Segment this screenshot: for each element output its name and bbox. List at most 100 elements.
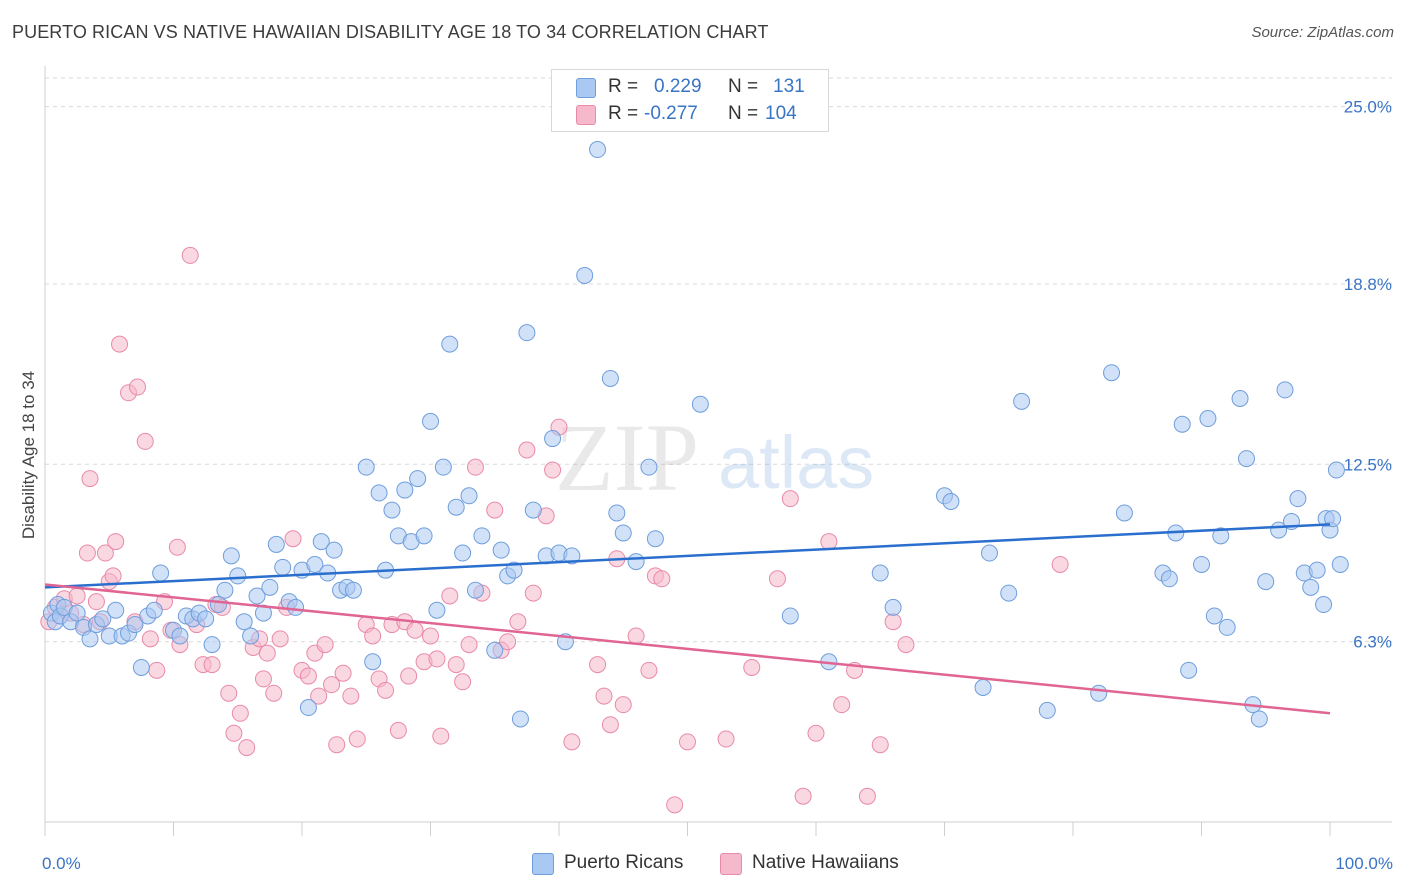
data-point-native-hawaiians <box>466 458 484 476</box>
data-point-puerto-ricans <box>608 504 626 522</box>
data-point-puerto-ricans <box>781 607 799 625</box>
data-point-puerto-ricans <box>1257 573 1275 591</box>
data-point-puerto-ricans <box>254 604 272 622</box>
y-tick-label: 12.5% <box>1344 455 1392 474</box>
data-point-puerto-ricans <box>1327 461 1345 479</box>
legend-swatch-pink <box>576 105 596 125</box>
data-point-native-hawaiians <box>225 724 243 742</box>
data-point-puerto-ricans <box>126 616 144 634</box>
legend-r-label: R = <box>608 103 639 124</box>
data-point-native-hawaiians <box>96 544 114 562</box>
data-point-native-hawaiians <box>68 587 86 605</box>
data-point-puerto-ricans <box>454 544 472 562</box>
data-point-native-hawaiians <box>107 533 125 551</box>
data-point-puerto-ricans <box>980 544 998 562</box>
data-point-native-hawaiians <box>284 530 302 548</box>
data-point-puerto-ricans <box>511 710 529 728</box>
grid-lines <box>45 77 1392 643</box>
data-point-puerto-ricans <box>646 530 664 548</box>
data-point-native-hawaiians <box>614 696 632 714</box>
data-point-native-hawaiians <box>871 736 889 754</box>
legend-box: R = 0.229 N = 131 R = -0.277 N = 104 <box>551 69 829 132</box>
watermark-zip: ZIP <box>555 404 699 511</box>
data-point-puerto-ricans <box>974 679 992 697</box>
data-point-puerto-ricans <box>1315 596 1333 614</box>
data-point-native-hawaiians <box>406 621 424 639</box>
data-point-puerto-ricans <box>1276 381 1294 399</box>
series-native-hawaiians <box>40 246 1069 814</box>
trend-lines <box>44 523 1331 715</box>
legend-n-value: 131 <box>773 76 805 97</box>
data-point-native-hawaiians <box>271 630 289 648</box>
data-point-puerto-ricans <box>415 527 433 545</box>
data-point-puerto-ricans <box>518 324 536 342</box>
data-point-puerto-ricans <box>1115 504 1133 522</box>
data-point-puerto-ricans <box>1237 450 1255 468</box>
data-point-puerto-ricans <box>1000 584 1018 602</box>
source-label: Source: ZipAtlas.com <box>1251 24 1394 41</box>
data-point-native-hawaiians <box>428 650 446 668</box>
data-point-native-hawaiians <box>389 721 407 739</box>
data-point-puerto-ricans <box>1331 555 1349 573</box>
data-point-native-hawaiians <box>377 681 395 699</box>
data-point-puerto-ricans <box>132 658 150 676</box>
trend-line-native-hawaiians <box>44 583 1331 715</box>
data-point-native-hawaiians <box>858 787 876 805</box>
data-point-native-hawaiians <box>238 739 256 757</box>
x-tick-label: 100.0% <box>1335 854 1393 873</box>
data-point-native-hawaiians <box>595 687 613 705</box>
data-point-puerto-ricans <box>486 641 504 659</box>
data-point-puerto-ricans <box>1090 684 1108 702</box>
legend-r-label: R = <box>608 76 639 97</box>
data-point-puerto-ricans <box>383 501 401 519</box>
data-point-puerto-ricans <box>544 430 562 448</box>
data-point-puerto-ricans <box>1199 410 1217 428</box>
data-point-native-hawaiians <box>441 587 459 605</box>
data-point-puerto-ricans <box>640 458 658 476</box>
chart-title: PUERTO RICAN VS NATIVE HAWAIIAN DISABILI… <box>12 22 769 42</box>
data-point-puerto-ricans <box>107 601 125 619</box>
data-point-native-hawaiians <box>833 696 851 714</box>
trend-line-puerto-ricans <box>44 523 1331 589</box>
series-puerto-ricans <box>42 141 1349 728</box>
data-point-native-hawaiians <box>794 787 812 805</box>
bottom-legend-swatch-pink <box>720 853 742 875</box>
data-point-puerto-ricans <box>409 470 427 488</box>
data-point-native-hawaiians <box>460 636 478 654</box>
data-point-puerto-ricans <box>222 547 240 565</box>
data-point-native-hawaiians <box>258 644 276 662</box>
data-point-native-hawaiians <box>220 684 238 702</box>
data-point-puerto-ricans <box>884 598 902 616</box>
data-point-puerto-ricans <box>325 541 343 559</box>
data-point-native-hawaiians <box>141 630 159 648</box>
data-point-puerto-ricans <box>473 527 491 545</box>
data-point-puerto-ricans <box>524 501 542 519</box>
data-point-native-hawaiians <box>328 736 346 754</box>
bottom-legend-label: Native Hawaiians <box>752 852 899 873</box>
data-point-puerto-ricans <box>312 533 330 551</box>
data-point-puerto-ricans <box>1180 661 1198 679</box>
data-point-native-hawaiians <box>148 661 166 679</box>
data-point-puerto-ricans <box>267 535 285 553</box>
data-point-native-hawaiians <box>743 658 761 676</box>
data-point-puerto-ricans <box>1173 415 1191 433</box>
data-point-native-hawaiians <box>447 656 465 674</box>
data-point-native-hawaiians <box>640 661 658 679</box>
data-point-puerto-ricans <box>460 487 478 505</box>
y-tick-label: 6.3% <box>1353 633 1392 652</box>
data-point-puerto-ricans <box>1231 389 1249 407</box>
data-point-native-hawaiians <box>509 613 527 631</box>
data-point-native-hawaiians <box>432 727 450 745</box>
data-point-native-hawaiians <box>518 441 536 459</box>
data-point-puerto-ricans <box>505 561 523 579</box>
y-tick-label: 18.8% <box>1344 275 1392 294</box>
data-point-puerto-ricans <box>691 395 709 413</box>
data-point-native-hawaiians <box>627 627 645 645</box>
data-point-puerto-ricans <box>627 553 645 571</box>
data-point-puerto-ricans <box>434 458 452 476</box>
bottom-legend-label: Puerto Ricans <box>564 852 684 873</box>
data-point-puerto-ricans <box>1212 527 1230 545</box>
data-point-native-hawaiians <box>348 730 366 748</box>
data-point-puerto-ricans <box>274 558 292 576</box>
